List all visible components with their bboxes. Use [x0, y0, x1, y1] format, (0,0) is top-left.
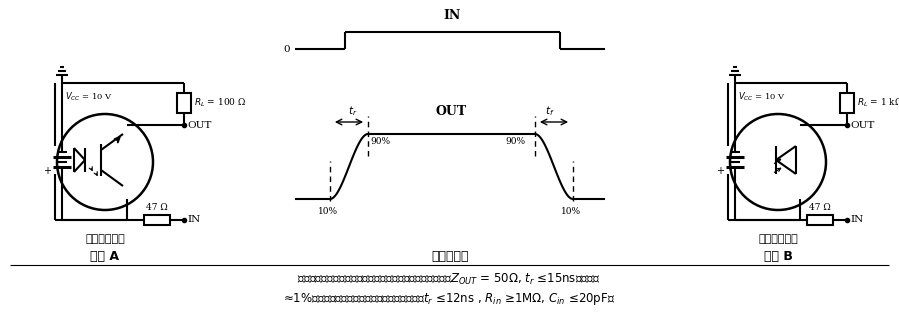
Text: 0: 0 [283, 44, 290, 54]
Bar [177, 93, 191, 113]
Text: OUT: OUT [436, 105, 467, 118]
Text: 电路中的输入波形由信号产生器产生，信号产生器的特性：$Z_{OUT}$ = 50Ω, $t_r$ ≤15ns，占空比: 电路中的输入波形由信号产生器产生，信号产生器的特性：$Z_{OUT}$ = 50… [297, 271, 601, 286]
Text: IN: IN [187, 215, 200, 225]
Text: 光晶体管工作: 光晶体管工作 [85, 234, 125, 244]
Bar [144, 215, 170, 225]
Text: +: + [43, 166, 51, 176]
Text: $R_L$ = 100 Ω: $R_L$ = 100 Ω [194, 97, 246, 109]
Text: IN: IN [850, 215, 863, 225]
Text: OUT: OUT [850, 121, 875, 129]
Text: 10%: 10% [318, 207, 338, 216]
Text: 光二极管工作: 光二极管工作 [758, 234, 798, 244]
Text: $t_f$: $t_f$ [545, 104, 555, 118]
Text: $V_{CC}$ = 10 V: $V_{CC}$ = 10 V [738, 91, 786, 103]
Text: IN: IN [444, 9, 461, 22]
Text: 47 Ω: 47 Ω [147, 203, 168, 212]
Text: 电路 B: 电路 B [763, 250, 792, 264]
Text: 电路 A: 电路 A [91, 250, 120, 264]
Bar [807, 215, 833, 225]
Text: $R_L$ = 1 kΩ: $R_L$ = 1 kΩ [857, 97, 899, 109]
Text: 电压波形图: 电压波形图 [432, 250, 468, 264]
Text: ≈1%。输出波形由示波器监视，示波器的特性：$t_r$ ≤12ns , $R_{in}$ ≥1MΩ, $C_{in}$ ≤20pF。: ≈1%。输出波形由示波器监视，示波器的特性：$t_r$ ≤12ns , $R_{… [283, 291, 615, 307]
Bar [840, 93, 854, 113]
Text: 10%: 10% [561, 207, 581, 216]
Text: $t_r$: $t_r$ [348, 104, 358, 118]
Text: $V_{CC}$ = 10 V: $V_{CC}$ = 10 V [65, 91, 113, 103]
Text: +: + [716, 166, 724, 176]
Text: 90%: 90% [370, 137, 390, 146]
Text: OUT: OUT [187, 121, 211, 129]
Text: 90%: 90% [505, 137, 525, 146]
Text: 47 Ω: 47 Ω [809, 203, 831, 212]
